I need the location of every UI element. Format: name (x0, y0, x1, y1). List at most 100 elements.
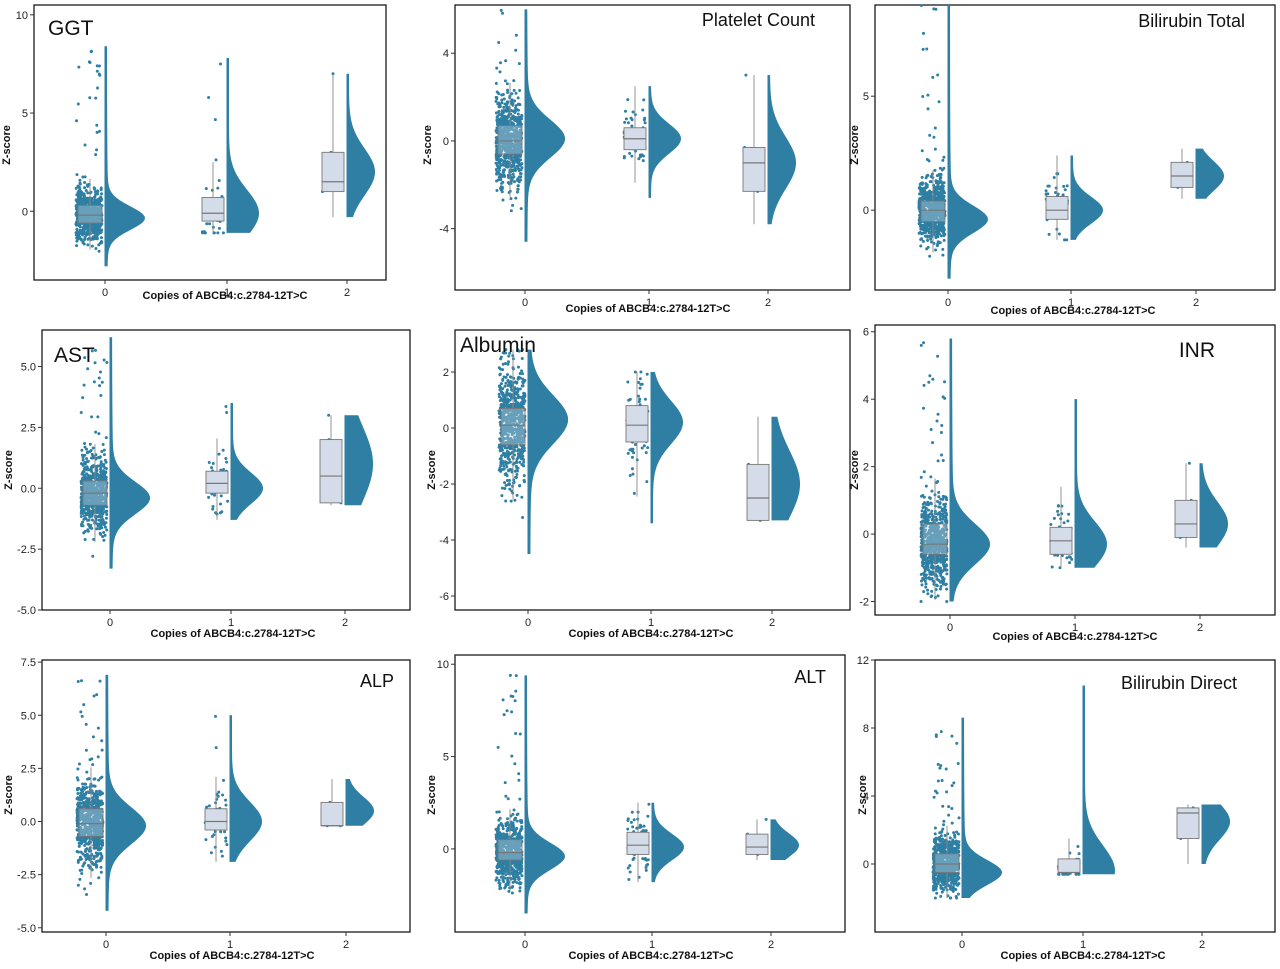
data-point (630, 117, 633, 120)
data-point (517, 366, 520, 369)
violin-group-2 (768, 75, 796, 224)
data-point (938, 502, 941, 505)
panel-title: GGT (48, 17, 94, 40)
box-group-0 (921, 201, 945, 222)
data-point (929, 512, 932, 515)
data-point (931, 76, 934, 79)
data-point (1067, 513, 1070, 516)
data-point (91, 465, 94, 468)
panel-title: Albumin (460, 334, 536, 357)
data-point (503, 487, 506, 490)
data-point (1062, 185, 1065, 188)
x-tick-label: 0 (947, 622, 953, 634)
data-point (928, 555, 931, 558)
data-point (520, 172, 523, 175)
data-point (92, 238, 95, 241)
data-point (499, 118, 502, 121)
data-point (220, 510, 223, 513)
data-point (78, 231, 81, 234)
data-point (97, 475, 100, 478)
data-point (225, 461, 228, 464)
data-point (513, 89, 516, 92)
data-point (495, 189, 498, 192)
data-point (624, 110, 627, 113)
data-point (94, 431, 97, 434)
data-point (105, 517, 108, 520)
data-point (520, 496, 523, 499)
data-point (942, 563, 945, 566)
data-point (642, 159, 645, 162)
data-point (925, 174, 928, 177)
data-point (75, 187, 78, 190)
data-point (499, 463, 502, 466)
data-point (80, 515, 83, 518)
data-point (83, 232, 86, 235)
data-point (1051, 566, 1054, 569)
data-point (516, 179, 519, 182)
box-group-2 (322, 152, 344, 191)
data-point (945, 572, 948, 575)
data-point (630, 124, 633, 127)
data-point (96, 189, 99, 192)
data-point (511, 104, 514, 107)
data-point (98, 74, 101, 77)
data-point (509, 197, 512, 200)
data-point (936, 355, 939, 358)
data-point (83, 181, 86, 184)
data-point (503, 175, 506, 178)
data-point (521, 446, 524, 449)
data-point (504, 382, 507, 385)
data-point (78, 179, 81, 182)
data-point (85, 189, 88, 192)
data-point (95, 124, 98, 127)
data-point (939, 567, 942, 570)
data-point (523, 474, 526, 477)
data-point (86, 183, 89, 186)
data-point (222, 231, 225, 234)
data-point (512, 173, 515, 176)
data-point (85, 198, 88, 201)
data-point (937, 413, 940, 416)
data-point (96, 192, 99, 195)
data-point (79, 710, 82, 713)
data-point (920, 476, 923, 479)
data-point (101, 507, 104, 510)
data-point (926, 589, 929, 592)
data-point (522, 397, 525, 400)
data-point (76, 768, 79, 771)
data-point (513, 499, 516, 502)
box-group-0 (498, 126, 522, 155)
data-point (510, 388, 513, 391)
y-tick-label: 0 (443, 423, 449, 435)
data-point (505, 161, 508, 164)
data-point (80, 523, 83, 526)
data-point (514, 197, 517, 200)
data-point (936, 244, 939, 247)
data-point (207, 96, 210, 99)
data-point (930, 566, 933, 569)
data-point (517, 103, 520, 106)
data-point (936, 191, 939, 194)
data-point (627, 121, 630, 124)
data-point (926, 592, 929, 595)
data-point (937, 505, 940, 508)
data-point (924, 182, 927, 185)
y-tick-label: -2 (439, 479, 449, 491)
data-point (927, 502, 930, 505)
data-point (928, 516, 931, 519)
data-point (943, 239, 946, 242)
data-point (222, 449, 225, 452)
data-point (921, 176, 924, 179)
data-point (1064, 188, 1067, 191)
violin-group-1 (1075, 399, 1107, 568)
data-point (210, 466, 213, 469)
data-point (79, 191, 82, 194)
y-tick-label: -2 (859, 597, 869, 609)
data-point (925, 48, 928, 51)
data-point (100, 460, 103, 463)
data-point (506, 400, 509, 403)
data-point (924, 580, 927, 583)
data-point (97, 432, 100, 435)
